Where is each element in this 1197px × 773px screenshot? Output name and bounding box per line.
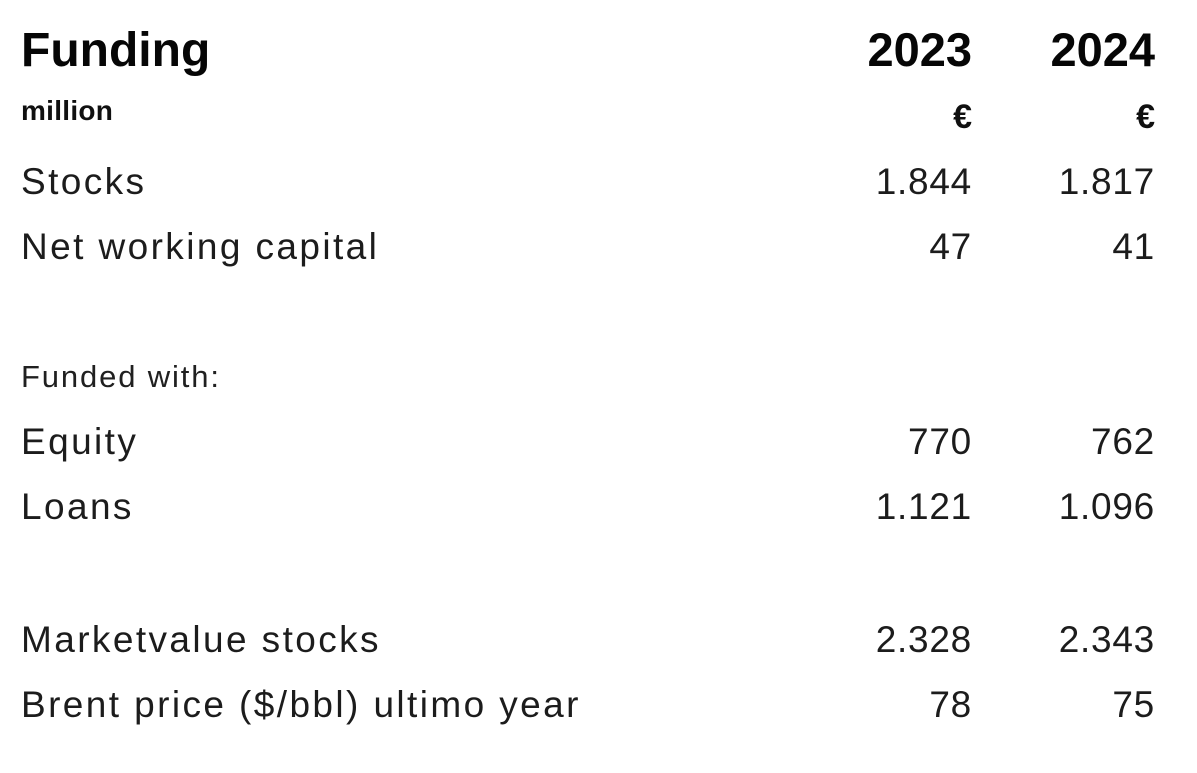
row-label: Net working capital	[21, 225, 380, 267]
table-row-equity: Equity 770 762	[21, 421, 1155, 486]
row-value-2023: 78	[929, 683, 972, 725]
unit-label: million	[21, 94, 114, 126]
row-label: Equity	[21, 420, 139, 462]
table-header-row: Funding 2023 2024	[21, 24, 1155, 78]
table-row-loans: Loans 1.121 1.096	[21, 486, 1155, 551]
currency-symbol-2023: €	[953, 97, 972, 136]
row-value-2023: 1.844	[875, 160, 972, 202]
row-value-2023: 2.328	[875, 618, 972, 660]
row-value-2024: 762	[1091, 420, 1155, 462]
row-label: Brent price ($/bbl) ultimo year	[21, 683, 581, 725]
row-label: Loans	[21, 485, 134, 527]
row-label: Stocks	[21, 160, 147, 202]
row-value-2024: 75	[1112, 683, 1155, 725]
row-label: Marketvalue stocks	[21, 618, 381, 660]
table-row-brent-price: Brent price ($/bbl) ultimo year 78 75	[21, 684, 1155, 749]
row-value-2023: 47	[929, 225, 972, 267]
column-header-2024: 2024	[1050, 23, 1155, 76]
row-value-2023: 770	[908, 420, 972, 462]
section-subheading-funded-with: Funded with:	[21, 359, 1155, 421]
row-value-2023: 1.121	[875, 485, 972, 527]
subheading-label: Funded with:	[21, 358, 221, 394]
row-value-2024: 1.096	[1058, 485, 1155, 527]
column-header-2023: 2023	[867, 23, 972, 76]
currency-symbol-2024: €	[1136, 97, 1155, 136]
row-value-2024: 2.343	[1058, 618, 1155, 660]
section-gap	[21, 551, 1155, 619]
row-value-2024: 1.817	[1058, 160, 1155, 202]
table-row-net-working-capital: Net working capital 47 41	[21, 226, 1155, 291]
table-row-marketvalue-stocks: Marketvalue stocks 2.328 2.343	[21, 619, 1155, 684]
page-title: Funding	[21, 24, 211, 77]
section-gap	[21, 291, 1155, 359]
row-value-2024: 41	[1112, 225, 1155, 267]
unit-row: million € €	[21, 90, 1155, 136]
table-row-stocks: Stocks 1.844 1.817	[21, 161, 1155, 226]
